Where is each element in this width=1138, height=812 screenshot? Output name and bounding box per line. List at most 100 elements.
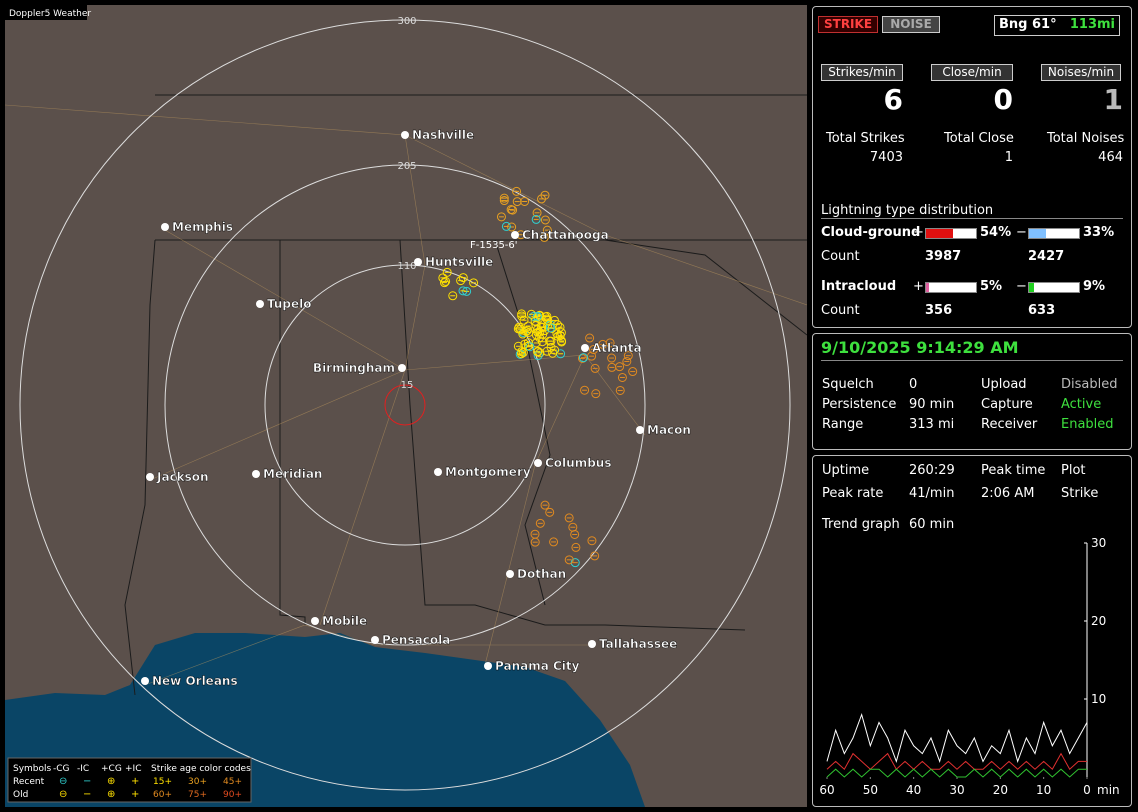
stats-panel: Uptime 260:29 Peak time Plot Peak rate 41/min… xyxy=(812,455,1132,807)
count-value: 633 xyxy=(1028,303,1056,318)
strike-symbol xyxy=(515,324,525,334)
dist-bar xyxy=(926,229,953,238)
city-label: Tupelo xyxy=(267,297,312,311)
title-bg xyxy=(5,5,87,20)
distance: 113mi xyxy=(1069,17,1115,32)
rate-label: Noises/min xyxy=(1041,64,1121,81)
strike-symbol xyxy=(507,222,517,232)
info-cell: Active xyxy=(1061,397,1102,412)
x-tick-label: 40 xyxy=(906,783,921,797)
strike-symbol xyxy=(531,214,541,224)
legend-age: 75+ xyxy=(188,790,207,800)
city-label: Macon xyxy=(647,423,691,437)
state-borders xyxy=(124,94,807,696)
strike-symbol xyxy=(458,273,468,283)
info-cell: 2:06 AM xyxy=(981,486,1035,501)
legend-age-title: Strike age color codes xyxy=(151,764,251,774)
strike-symbol xyxy=(518,329,528,339)
legend-symbol: + xyxy=(131,776,139,787)
city-label: Columbus xyxy=(545,456,612,470)
strike-symbol xyxy=(590,551,600,561)
city-dot xyxy=(311,617,319,625)
city-label: Jackson xyxy=(156,470,209,484)
legend: Symbols -CG -IC +CG +IC Strike age color code… xyxy=(7,757,252,803)
ring-label: 15 xyxy=(401,380,414,391)
info-cell: 313 mi xyxy=(909,417,955,432)
x-tick-label: 0 xyxy=(1083,783,1091,797)
strike-symbol xyxy=(531,330,541,340)
strike-symbol xyxy=(578,353,588,363)
x-tick-label: 50 xyxy=(863,783,878,797)
rate-value: 6 xyxy=(883,83,903,116)
rate-value: 1 xyxy=(1103,83,1123,116)
strike-button[interactable]: STRIKE xyxy=(818,16,878,33)
info-cell: 0 xyxy=(909,377,918,392)
distribution-title: Lightning type distribution xyxy=(821,203,1123,219)
strike-symbol xyxy=(628,367,638,377)
legend-type: +CG xyxy=(101,764,122,774)
y-tick-label: 10 xyxy=(1091,692,1106,706)
info-cell: Strike xyxy=(1061,486,1099,501)
total-label: Total Close xyxy=(944,131,1014,146)
legend-symbol: ⊖ xyxy=(59,789,67,800)
dist-pct: 54% xyxy=(980,225,1012,240)
city-label: Nashville xyxy=(412,128,474,142)
info-cell: Disabled xyxy=(1061,377,1118,392)
ring-label: 205 xyxy=(397,161,416,172)
city-dot xyxy=(398,364,406,372)
strike-symbol xyxy=(512,186,522,196)
city-label: Huntsville xyxy=(425,255,493,269)
trend-line xyxy=(826,752,1087,770)
info-cell: Uptime xyxy=(822,463,870,478)
city-dot xyxy=(511,231,519,239)
city-dot xyxy=(506,570,514,578)
trend-graph: 10 20 30 60 50 40 30 20 10 0 min xyxy=(819,536,1119,797)
range-ring xyxy=(19,19,791,791)
strike-symbol xyxy=(532,208,542,218)
legend-type: -IC xyxy=(77,764,89,774)
x-tick-label: 20 xyxy=(993,783,1008,797)
strike-symbol xyxy=(525,342,535,352)
strike-symbol xyxy=(520,196,530,206)
dist-bar-track xyxy=(925,282,977,293)
strike-symbol xyxy=(501,221,511,231)
noise-button[interactable]: NOISE xyxy=(882,16,940,33)
rate-label: Strikes/min xyxy=(821,64,903,81)
dist-bar-track xyxy=(925,228,977,239)
city-dot xyxy=(146,473,154,481)
trend-line xyxy=(826,712,1088,764)
strike-symbol xyxy=(533,347,543,357)
bearing-box: Bng 61° 113mi xyxy=(994,15,1120,36)
city-dot xyxy=(161,223,169,231)
strike-symbol xyxy=(462,286,472,296)
trend-line xyxy=(826,768,1087,778)
x-tick-label: 10 xyxy=(1036,783,1051,797)
strike-symbol xyxy=(517,311,527,321)
strike-symbol xyxy=(589,345,599,355)
legend-row-label: Old xyxy=(13,790,28,800)
strike-symbol xyxy=(555,331,565,341)
strike-symbol xyxy=(590,363,600,373)
legend-symbol: − xyxy=(83,789,91,800)
info-cell: Squelch xyxy=(822,377,874,392)
range-ring xyxy=(384,384,426,426)
range-ring xyxy=(264,264,546,546)
city-dot xyxy=(581,344,589,352)
strike-symbol xyxy=(623,351,633,361)
strike-symbol xyxy=(532,311,542,321)
strike-symbol xyxy=(517,349,527,359)
strike-symbol xyxy=(577,353,587,363)
total-label: Total Strikes xyxy=(826,131,905,146)
strike-symbol xyxy=(540,190,550,200)
app-title: Doppler5 Weather xyxy=(9,9,91,19)
info-cell: Peak rate xyxy=(822,486,884,501)
dist-minus: − xyxy=(1016,279,1027,294)
strike-symbol xyxy=(617,372,627,382)
rate-value: 0 xyxy=(993,83,1013,116)
count-value: 2427 xyxy=(1028,249,1065,264)
city-dot xyxy=(534,459,542,467)
city-label: Birmingham xyxy=(313,361,395,375)
dist-pct: 9% xyxy=(1083,279,1106,294)
strike-symbol xyxy=(545,507,555,517)
city-dot xyxy=(484,662,492,670)
